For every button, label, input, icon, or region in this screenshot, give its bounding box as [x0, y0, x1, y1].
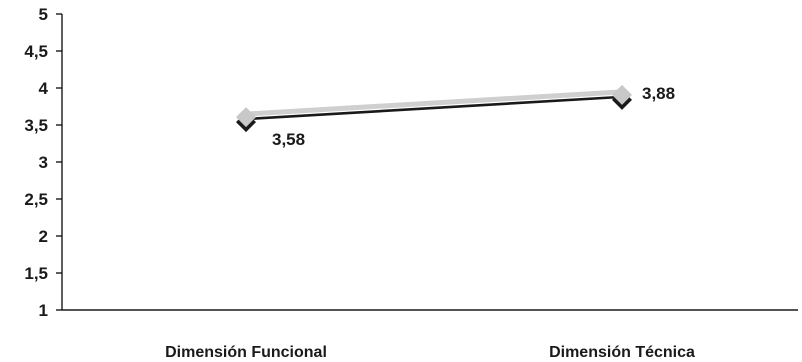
y-tick-label: 5 — [39, 5, 48, 24]
data-label: 3,58 — [272, 130, 305, 149]
series-group — [236, 84, 632, 133]
y-axis: 1 1,5 2 2,5 3 3,5 4 4,5 5 — [24, 5, 63, 320]
y-tick-label: 4 — [39, 79, 49, 98]
data-label: 3,88 — [642, 84, 675, 103]
y-tick-label: 3,5 — [24, 116, 48, 135]
x-axis: Dimensión Funcional Dimensión Técnica — [62, 309, 798, 361]
data-point-marker — [612, 84, 632, 105]
x-category-label: Dimensión Técnica — [549, 344, 695, 361]
y-tick-label: 1 — [39, 301, 48, 320]
y-tick-label: 2,5 — [24, 190, 48, 209]
y-tick-label: 3 — [39, 153, 48, 172]
x-category-label: Dimensión Funcional — [165, 344, 327, 361]
y-tick-label: 2 — [39, 227, 48, 246]
y-tick-label: 1,5 — [24, 264, 48, 283]
series-line-highlight — [243, 89, 625, 117]
series-line — [245, 95, 623, 121]
data-labels-group: 3,58 3,88 — [272, 84, 675, 149]
data-point-marker — [236, 107, 256, 128]
y-tick-label: 4,5 — [24, 42, 48, 61]
